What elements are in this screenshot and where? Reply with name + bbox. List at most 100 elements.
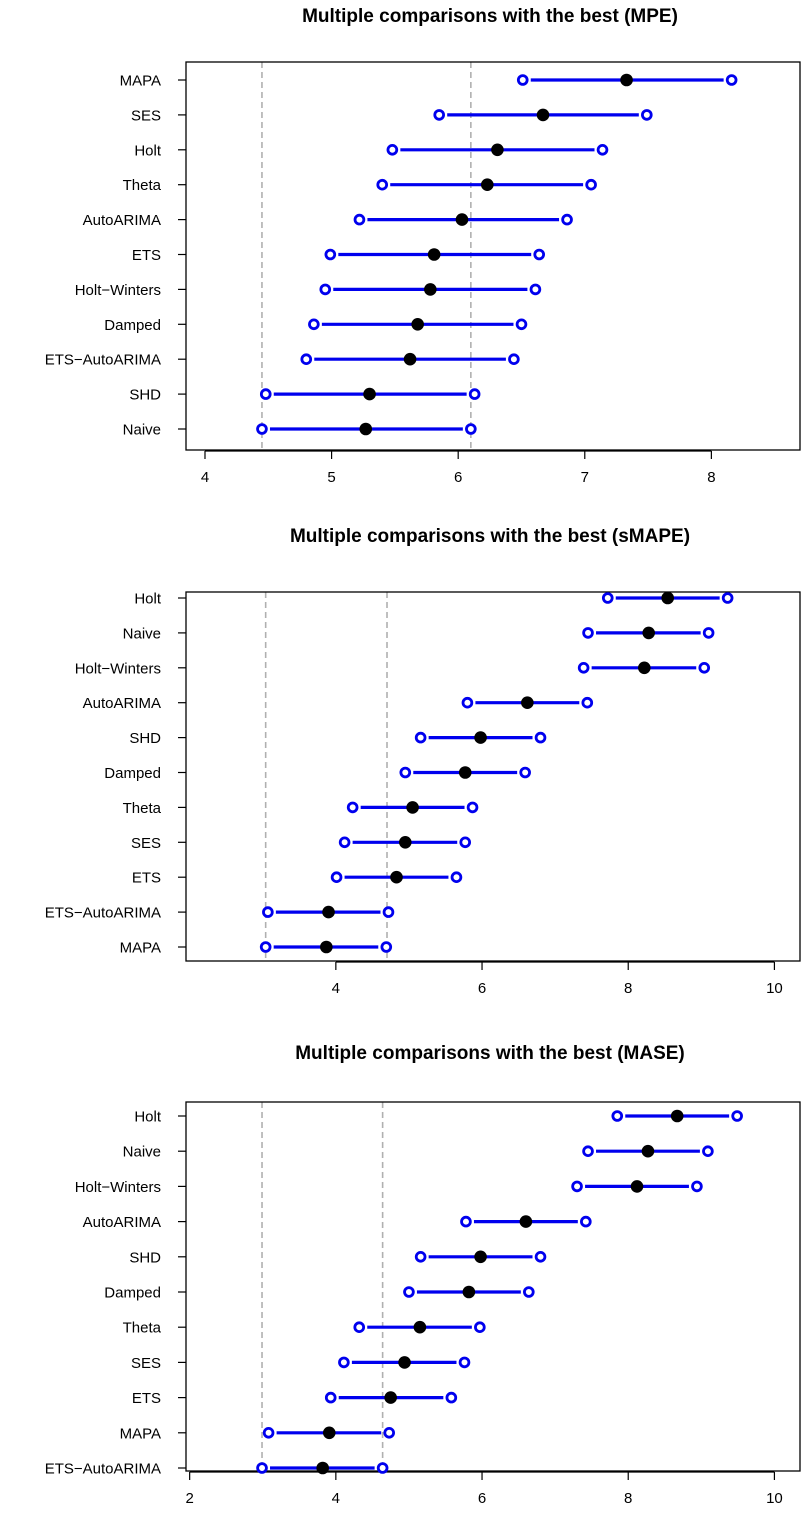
y-tick-label: ETS−AutoARIMA xyxy=(45,905,161,922)
y-tick-label: Holt−Winters xyxy=(75,1179,161,1196)
interval-upper-point xyxy=(585,178,597,191)
mean-point xyxy=(427,248,441,261)
chart-title: Multiple comparisons with the best (MPE) xyxy=(302,6,678,27)
mean-point xyxy=(403,352,417,366)
interval-lower-point xyxy=(256,423,268,435)
mean-point xyxy=(363,387,376,401)
interval-upper-point xyxy=(519,766,531,779)
interval-lower-point xyxy=(414,1251,427,1263)
mean-point xyxy=(481,178,494,191)
mean-point xyxy=(424,283,437,296)
y-tick-label: SES xyxy=(131,1355,161,1372)
mean-point xyxy=(320,940,333,954)
mean-point xyxy=(462,1285,476,1299)
interval-upper-point xyxy=(515,318,528,331)
y-tick-label: Holt−Winters xyxy=(75,282,161,299)
x-tick-label: 10 xyxy=(766,980,783,997)
y-tick-label: Naive xyxy=(123,1144,161,1161)
interval-lower-point xyxy=(611,1110,624,1122)
interval-upper-point xyxy=(508,353,520,366)
interval-upper-point xyxy=(691,1180,703,1193)
x-tick-label: 7 xyxy=(581,469,589,486)
y-tick-label: Damped xyxy=(104,317,161,334)
interval-upper-point xyxy=(523,1286,535,1298)
y-tick-label: SHD xyxy=(129,1249,161,1266)
interval-upper-point xyxy=(450,871,463,884)
interval-upper-point xyxy=(641,109,653,121)
y-tick-label: MAPA xyxy=(120,73,161,90)
mean-point xyxy=(519,1215,533,1228)
y-tick-label: SES xyxy=(131,107,161,124)
mean-point xyxy=(474,1250,487,1264)
y-tick-label: Holt xyxy=(134,1109,162,1126)
chart-panel-mpe: Multiple comparisons with the best (MPE)… xyxy=(0,0,807,500)
interval-lower-point xyxy=(346,801,359,814)
chart-panel-mase: Multiple comparisons with the best (MASE… xyxy=(0,1020,807,1529)
y-tick-label: Naive xyxy=(123,422,161,439)
interval-upper-point xyxy=(458,1356,471,1369)
interval-lower-point xyxy=(259,941,272,953)
interval-lower-point xyxy=(376,178,389,191)
interval-lower-point xyxy=(262,1426,275,1439)
interval-upper-point xyxy=(474,1321,486,1334)
plot-frame xyxy=(185,591,801,962)
interval-lower-point xyxy=(399,766,412,779)
interval-lower-point xyxy=(414,731,427,744)
interval-upper-point xyxy=(529,283,542,296)
y-tick-label: AutoARIMA xyxy=(83,212,161,229)
y-tick-label: ETS−AutoARIMA xyxy=(45,352,161,369)
interval-lower-point xyxy=(308,318,320,331)
interval-upper-point xyxy=(698,662,711,674)
y-tick-label: Damped xyxy=(104,1285,161,1302)
interval-upper-point xyxy=(721,592,734,604)
mean-point xyxy=(536,108,550,122)
mean-point xyxy=(398,1356,411,1369)
interval-upper-point xyxy=(581,696,594,709)
y-tick-label: Holt xyxy=(134,142,162,159)
chart-title: Multiple comparisons with the best (MASE… xyxy=(295,1043,685,1064)
mean-point xyxy=(670,1109,684,1123)
interval-lower-point xyxy=(571,1180,583,1193)
interval-upper-point xyxy=(466,801,479,814)
y-tick-label: ETS xyxy=(132,1390,161,1407)
mean-point xyxy=(521,696,534,709)
x-tick-label: 8 xyxy=(707,469,715,486)
interval-upper-point xyxy=(534,1251,547,1263)
y-tick-label: AutoARIMA xyxy=(83,1214,161,1231)
interval-upper-point xyxy=(534,731,547,744)
mean-point xyxy=(630,1180,644,1193)
mean-point xyxy=(398,836,412,849)
y-tick-label: AutoARIMA xyxy=(83,695,161,712)
interval-upper-point xyxy=(380,941,393,953)
interval-upper-point xyxy=(702,1145,714,1157)
interval-lower-point xyxy=(577,662,590,674)
y-tick-label: Damped xyxy=(104,765,161,782)
interval-lower-point xyxy=(403,1286,415,1298)
interval-lower-point xyxy=(516,74,529,86)
interval-upper-point xyxy=(596,144,609,156)
x-tick-label: 4 xyxy=(332,980,340,997)
chart-title: Multiple comparisons with the best (sMAP… xyxy=(289,526,691,547)
mean-point xyxy=(406,801,419,814)
x-tick-label: 10 xyxy=(766,1490,783,1507)
mean-point xyxy=(458,766,472,779)
interval-upper-point xyxy=(731,1110,743,1122)
y-tick-label: Holt−Winters xyxy=(75,660,161,677)
mean-point xyxy=(390,870,403,884)
mean-point xyxy=(455,213,469,226)
mean-point xyxy=(384,1391,397,1404)
y-tick-label: MAPA xyxy=(120,1425,161,1442)
interval-lower-point xyxy=(582,627,594,639)
y-tick-label: Naive xyxy=(123,625,161,642)
interval-lower-point xyxy=(460,1215,472,1228)
mean-point xyxy=(642,626,655,640)
y-tick-label: SHD xyxy=(129,387,161,404)
interval-upper-point xyxy=(445,1391,458,1404)
x-tick-label: 8 xyxy=(624,1490,632,1507)
interval-lower-point xyxy=(262,906,274,918)
interval-lower-point xyxy=(461,696,474,709)
interval-lower-point xyxy=(338,836,351,849)
mean-point xyxy=(474,731,487,744)
interval-lower-point xyxy=(319,283,332,296)
